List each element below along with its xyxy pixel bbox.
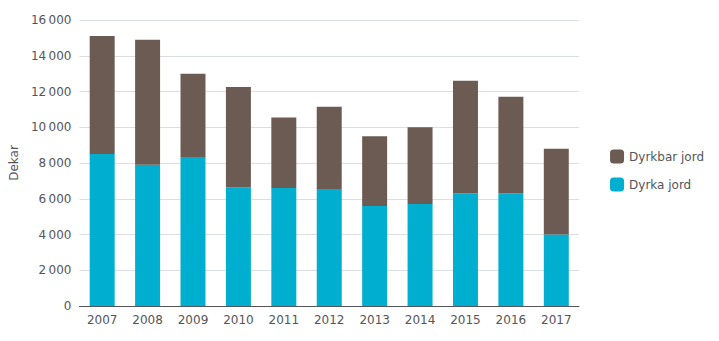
svg-text:12 000: 12 000 <box>31 85 72 99</box>
svg-text:4 000: 4 000 <box>39 228 72 242</box>
svg-text:2015: 2015 <box>450 313 481 327</box>
svg-text:2016: 2016 <box>496 313 527 327</box>
svg-text:6 000: 6 000 <box>39 192 72 206</box>
svg-text:10 000: 10 000 <box>31 120 72 134</box>
svg-text:2009: 2009 <box>178 313 209 327</box>
svg-text:Dyrka jord: Dyrka jord <box>629 178 691 192</box>
svg-text:Dekar: Dekar <box>7 145 21 181</box>
svg-text:2 000: 2 000 <box>39 263 72 277</box>
svg-text:2014: 2014 <box>405 313 436 327</box>
svg-text:2012: 2012 <box>314 313 345 327</box>
svg-text:2008: 2008 <box>132 313 163 327</box>
svg-text:2010: 2010 <box>223 313 254 327</box>
svg-text:2011: 2011 <box>269 313 300 327</box>
svg-text:8 000: 8 000 <box>39 156 72 170</box>
svg-text:Dyrkbar jord: Dyrkbar jord <box>629 150 704 164</box>
svg-text:2007: 2007 <box>87 313 118 327</box>
svg-text:16 000: 16 000 <box>31 13 72 27</box>
svg-text:2017: 2017 <box>541 313 572 327</box>
svg-text:14 000: 14 000 <box>31 49 72 63</box>
svg-text:2013: 2013 <box>359 313 390 327</box>
svg-text:0: 0 <box>64 299 72 313</box>
